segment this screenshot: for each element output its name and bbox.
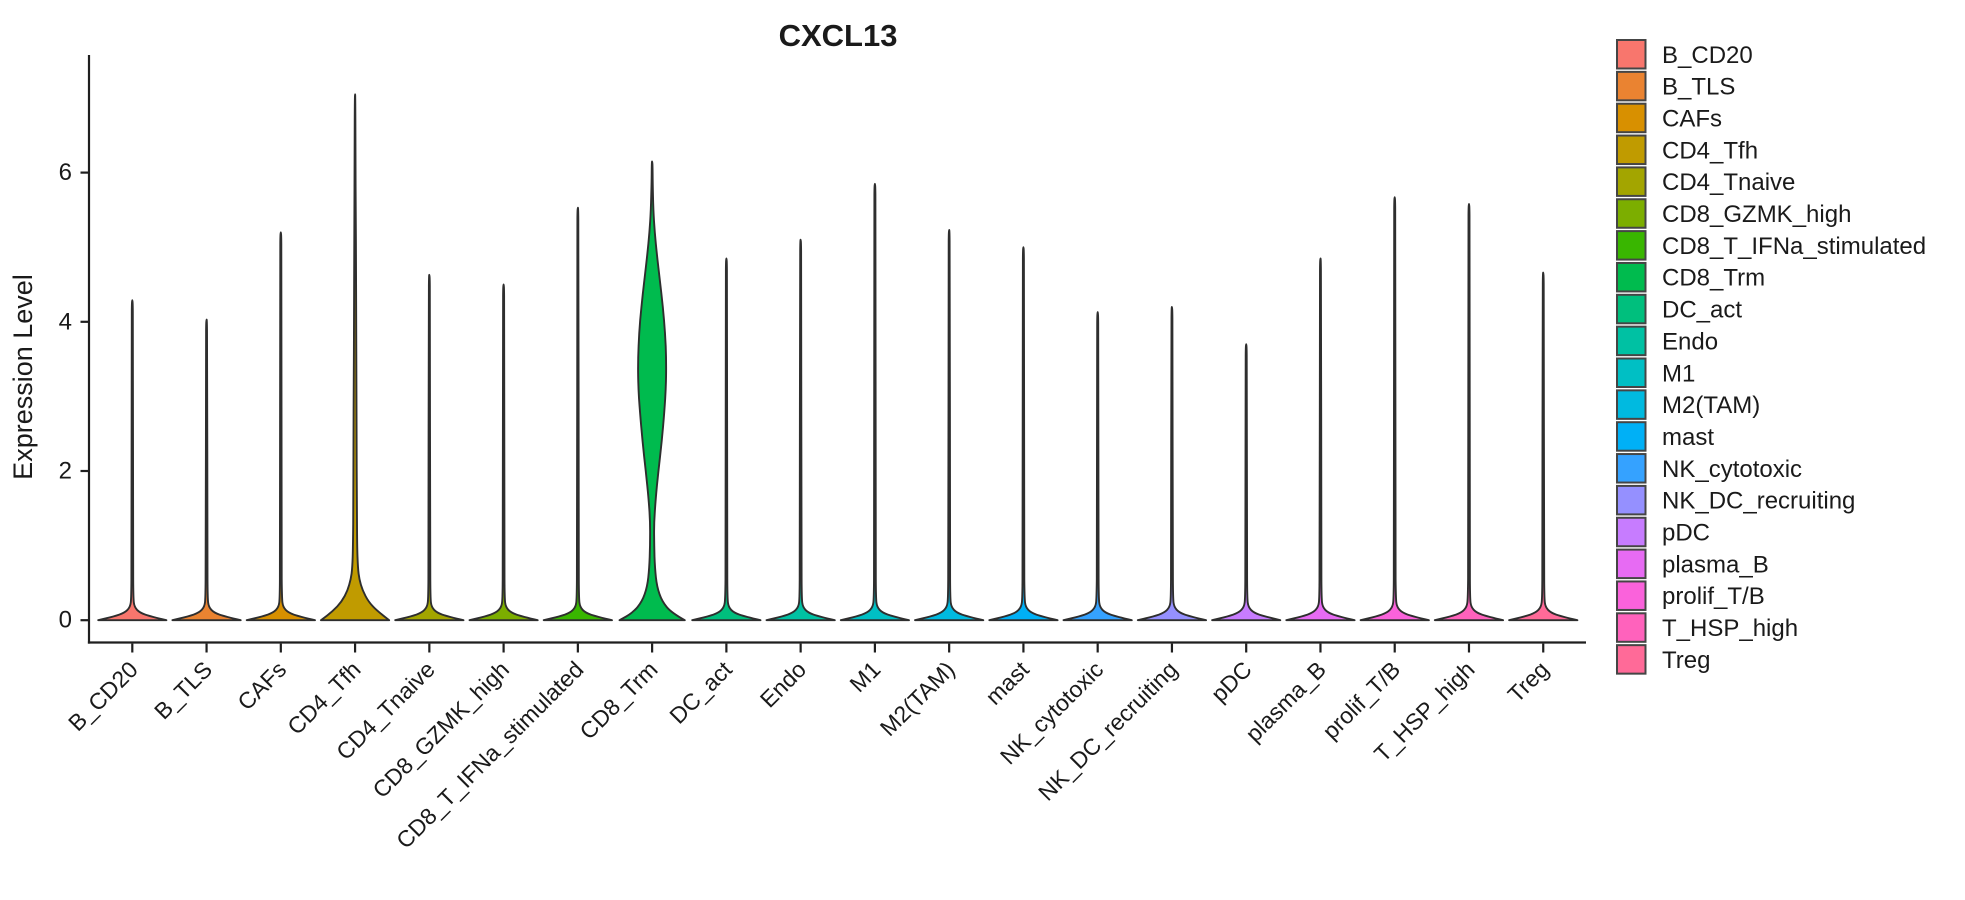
- violin-8-dc-act: [691, 257, 762, 622]
- legend-swatch-10-m1: [1616, 357, 1647, 388]
- violin-16-plasma-b: [1285, 257, 1356, 622]
- violin-1-b-tls: [171, 318, 242, 622]
- legend-label-18-t-hsp-high: T_HSP_high: [1662, 615, 1798, 642]
- violin-6-cd8-t-ifna-stimulated: [542, 206, 613, 622]
- violin-13-nk-cytotoxic: [1062, 311, 1133, 622]
- legend-swatch-18-t-hsp-high: [1616, 612, 1647, 643]
- legend-swatch-2-cafs: [1616, 102, 1647, 134]
- legend: B_CD20 B_TLS CAFs CD4_Tfh CD4_Tnaive CD8_GZMK…: [1616, 39, 1926, 675]
- violin-12-mast: [988, 246, 1059, 622]
- legend-swatch-16-plasma-b: [1616, 548, 1647, 580]
- violin-11-m2-tam-: [914, 229, 985, 622]
- violin-7-cd8-trm: [618, 160, 686, 622]
- legend-swatch-13-nk-cytotoxic: [1616, 453, 1647, 484]
- legend-swatch-19-treg: [1616, 644, 1647, 675]
- legend-label-0-b-cd20: B_CD20: [1662, 42, 1753, 69]
- violin-17-prolif-t-b: [1359, 196, 1430, 622]
- violin-2-cafs: [245, 231, 316, 622]
- legend-label-4-cd4-tnaive: CD4_Tnaive: [1662, 169, 1795, 196]
- legend-label-6-cd8-t-ifna-stimulated: CD8_T_IFNa_stimulated: [1662, 233, 1926, 260]
- legend-label-5-cd8-gzmk-high: CD8_GZMK_high: [1662, 201, 1851, 228]
- legend-swatch-9-endo: [1616, 325, 1647, 357]
- legend-label-2-cafs: CAFs: [1662, 105, 1722, 132]
- legend-label-11-m2-tam-: M2(TAM): [1662, 392, 1760, 419]
- legend-label-3-cd4-tfh: CD4_Tfh: [1662, 137, 1758, 164]
- violin-19-treg: [1508, 271, 1579, 622]
- legend-label-7-cd8-trm: CD8_Trm: [1662, 265, 1765, 292]
- y-tick-label-4: 4: [59, 308, 72, 335]
- legend-swatch-12-mast: [1616, 421, 1647, 452]
- legend-label-1-b-tls: B_TLS: [1662, 74, 1735, 101]
- y-axis-ticks-group: 0 2 4 6: [59, 159, 89, 634]
- violin-10-m1: [839, 182, 910, 622]
- violin-4-cd4-tnaive: [394, 273, 465, 622]
- violin-series-group: [97, 93, 1579, 622]
- legend-label-10-m1: M1: [1662, 360, 1695, 387]
- violin-5-cd8-gzmk-high: [468, 283, 539, 622]
- legend-swatch-7-cd8-trm: [1616, 261, 1647, 293]
- legend-label-16-plasma-b: plasma_B: [1662, 551, 1769, 578]
- violin-15-pdc: [1211, 343, 1282, 622]
- legend-swatch-6-cd8-t-ifna-stimulated: [1616, 230, 1647, 261]
- legend-label-8-dc-act: DC_act: [1662, 297, 1742, 324]
- legend-swatch-14-nk-dc-recruiting: [1616, 484, 1647, 516]
- y-tick-label-6: 6: [59, 159, 72, 186]
- legend-label-17-prolif-t-b: prolif_T/B: [1662, 583, 1765, 610]
- legend-swatch-15-pdc: [1616, 516, 1647, 548]
- violin-14-nk-dc-recruiting: [1136, 305, 1208, 622]
- legend-swatch-4-cd4-tnaive: [1616, 166, 1647, 197]
- legend-swatch-0-b-cd20: [1616, 39, 1647, 70]
- legend-swatch-8-dc-act: [1616, 293, 1647, 325]
- y-tick-label-0: 0: [59, 607, 72, 634]
- legend-swatch-5-cd8-gzmk-high: [1616, 198, 1647, 229]
- y-tick-label-2: 2: [59, 458, 72, 485]
- legend-swatch-3-cd4-tfh: [1616, 134, 1647, 166]
- violin-0-b-cd20: [97, 299, 168, 622]
- legend-label-19-treg: Treg: [1662, 647, 1710, 674]
- legend-label-14-nk-dc-recruiting: NK_DC_recruiting: [1662, 488, 1855, 515]
- y-axis-title: Expression Level: [8, 274, 38, 480]
- chart-title: CXCL13: [779, 18, 898, 53]
- legend-swatch-1-b-tls: [1616, 70, 1647, 102]
- legend-swatch-11-m2-tam-: [1616, 389, 1647, 420]
- legend-label-12-mast: mast: [1662, 424, 1714, 451]
- legend-swatch-17-prolif-t-b: [1616, 580, 1647, 611]
- violin-3-cd4-tfh: [319, 93, 391, 622]
- violin-18-t-hsp-high: [1433, 202, 1505, 622]
- legend-label-9-endo: Endo: [1662, 328, 1718, 355]
- legend-label-13-nk-cytotoxic: NK_cytotoxic: [1662, 456, 1802, 483]
- legend-label-15-pdc: pDC: [1662, 520, 1710, 547]
- violin-9-endo: [765, 238, 836, 622]
